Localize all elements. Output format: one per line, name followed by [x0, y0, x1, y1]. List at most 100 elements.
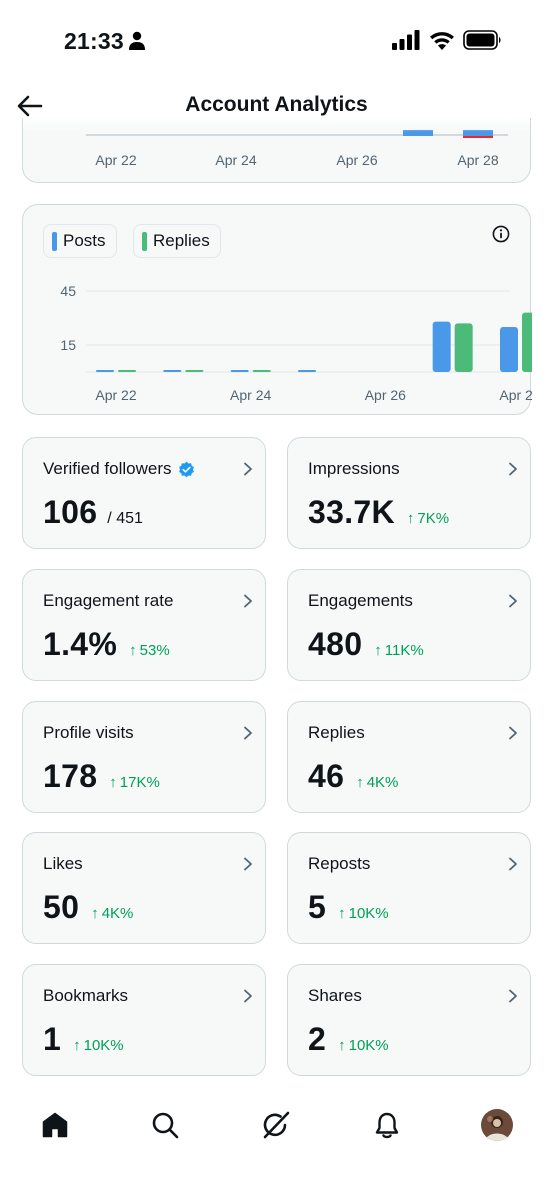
metric-title: Replies	[308, 723, 365, 743]
metric-total: / 451	[107, 510, 143, 527]
arrow-up-icon: ↑	[73, 1037, 81, 1054]
metric-change-value: 53%	[139, 642, 170, 659]
metric-title: Profile visits	[43, 723, 134, 743]
metric-value-row: 1 ↑ 10K%	[43, 1021, 124, 1058]
metric-value-row: 50 ↑ 4K%	[43, 889, 133, 926]
metric-card-engagement-rate[interactable]: Engagement rate 1.4% ↑ 53%	[22, 569, 266, 681]
chevron-right-icon	[244, 857, 252, 871]
back-button[interactable]	[14, 90, 46, 122]
battery-icon	[463, 30, 501, 50]
chevron-right-icon	[509, 857, 517, 871]
chevron-right-icon	[244, 726, 252, 740]
chart-bar	[403, 130, 433, 136]
status-time: 21:33	[64, 28, 124, 54]
metric-card-likes[interactable]: Likes 50 ↑ 4K%	[22, 832, 266, 944]
legend-label: Posts	[63, 231, 106, 250]
metric-card-shares[interactable]: Shares 2 ↑ 10K%	[287, 964, 531, 1076]
metric-label: Shares	[308, 986, 362, 1005]
legend-item-posts[interactable]: Posts	[43, 224, 117, 258]
arrow-up-icon: ↑	[109, 774, 117, 791]
metric-value: 1.4%	[43, 626, 118, 662]
bar-replies	[252, 370, 271, 372]
arrow-up-icon: ↑	[338, 905, 346, 922]
nav-profile[interactable]	[479, 1107, 515, 1143]
nav-grok[interactable]	[258, 1107, 294, 1143]
metric-value-row: 480 ↑ 11K%	[308, 626, 424, 663]
metric-value: 33.7K	[308, 494, 395, 530]
metric-change: ↑ 10K%	[338, 1037, 389, 1054]
metric-title: Impressions	[308, 459, 400, 479]
legend-label: Replies	[153, 231, 210, 250]
arrow-left-icon	[17, 95, 43, 117]
metric-title: Engagements	[308, 591, 413, 611]
x-tick-label: Apr 22	[95, 152, 137, 168]
metric-change-value: 4K%	[366, 774, 399, 791]
metric-change-value: 7K%	[417, 510, 450, 527]
metric-label: Reposts	[308, 854, 371, 873]
chevron-right-icon	[509, 462, 517, 476]
metric-value-row: 33.7K ↑ 7K%	[308, 494, 449, 531]
metric-value-row: 2 ↑ 10K%	[308, 1021, 389, 1058]
metric-label: Engagement rate	[43, 591, 174, 610]
chevron-right-icon	[244, 594, 252, 608]
chevron-right-icon	[244, 462, 252, 476]
info-icon[interactable]	[492, 225, 510, 243]
metric-value-row: 106 / 451	[43, 494, 143, 531]
legend-item-replies[interactable]: Replies	[133, 224, 221, 258]
metric-card-verified-followers[interactable]: Verified followers 106 / 451	[22, 437, 266, 549]
chevron-right-icon	[509, 989, 517, 1003]
metric-value: 178	[43, 758, 98, 794]
scroll-fade	[23, 118, 530, 132]
metric-value: 106	[43, 494, 98, 530]
metric-change-value: 11K%	[384, 642, 424, 659]
nav-search[interactable]	[147, 1107, 183, 1143]
bar-posts	[96, 370, 114, 372]
bar-replies	[522, 312, 532, 372]
arrow-up-icon: ↑	[91, 905, 99, 922]
nav-notifications[interactable]	[369, 1107, 405, 1143]
chart-bar	[463, 130, 493, 136]
metric-label: Replies	[308, 723, 365, 742]
x-tick-label: Apr 28	[457, 152, 499, 168]
metric-title: Reposts	[308, 854, 370, 874]
metric-change: ↑ 10K%	[338, 905, 389, 922]
page-title: Account Analytics	[185, 93, 368, 116]
chevron-right-icon	[244, 989, 252, 1003]
metric-change-value: 10K%	[83, 1037, 124, 1054]
metric-change: ↑ 17K%	[109, 774, 160, 791]
chevron-right-icon	[509, 594, 517, 608]
metric-label: Verified followers	[43, 459, 172, 478]
metric-value-row: 5 ↑ 10K%	[308, 889, 389, 926]
metric-change: ↑ 4K%	[91, 905, 133, 922]
metric-card-bookmarks[interactable]: Bookmarks 1 ↑ 10K%	[22, 964, 266, 1076]
bar-replies	[454, 323, 473, 372]
metric-card-profile-visits[interactable]: Profile visits 178 ↑ 17K%	[22, 701, 266, 813]
posts-replies-chart-card: Posts Replies 15 45 Apr 22 Apr 24 Apr 26 Apr …	[22, 204, 532, 415]
metric-card-engagements[interactable]: Engagements 480 ↑ 11K%	[287, 569, 531, 681]
metric-change: ↑ 53%	[129, 642, 170, 659]
home-icon	[42, 1112, 68, 1138]
metric-card-impressions[interactable]: Impressions 33.7K ↑ 7K%	[287, 437, 531, 549]
bar-posts	[432, 321, 451, 372]
arrow-up-icon: ↑	[129, 642, 137, 659]
metric-label: Bookmarks	[43, 986, 129, 1005]
verified-badge-icon	[178, 461, 194, 477]
legend-swatch	[52, 231, 57, 251]
person-icon	[129, 31, 145, 50]
metric-title: Bookmarks	[43, 986, 128, 1006]
chart-bar	[463, 136, 493, 138]
metric-label: Impressions	[308, 459, 400, 478]
metric-change-value: 4K%	[101, 905, 134, 922]
arrow-up-icon: ↑	[374, 642, 382, 659]
metric-card-reposts[interactable]: Reposts 5 ↑ 10K%	[287, 832, 531, 944]
metric-change: ↑ 7K%	[407, 510, 449, 527]
metric-change: ↑ 4K%	[356, 774, 398, 791]
x-tick-label: Apr 28	[499, 387, 532, 403]
nav-home[interactable]	[37, 1107, 73, 1143]
bar-replies	[118, 370, 136, 372]
bar-posts	[500, 327, 518, 372]
metric-card-replies[interactable]: Replies 46 ↑ 4K%	[287, 701, 531, 813]
metric-value: 1	[43, 1021, 62, 1057]
metric-change-value: 17K%	[119, 774, 160, 791]
cellular-signal-icon	[392, 30, 420, 50]
